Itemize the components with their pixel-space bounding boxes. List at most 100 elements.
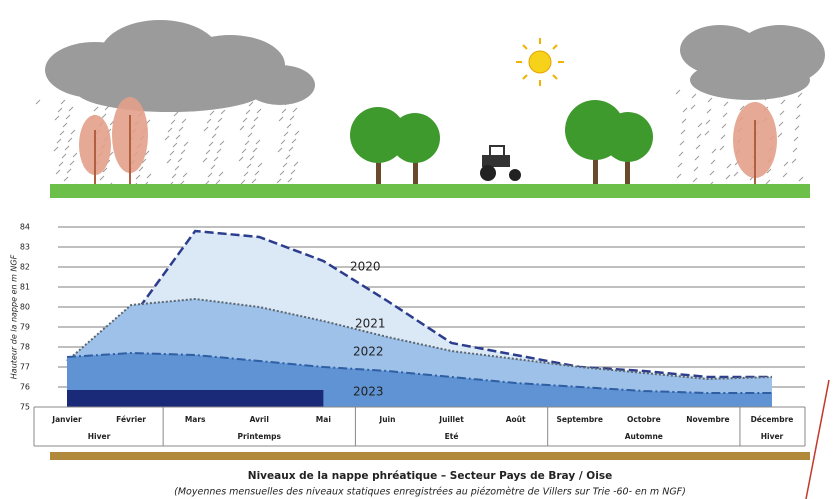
rain-drop (239, 125, 245, 131)
rain-drop (211, 133, 217, 139)
chart-title: Niveaux de la nappe phréatique – Secteur… (248, 470, 612, 482)
rain-drop (282, 162, 288, 168)
x-tick-label: Juillet (438, 415, 464, 424)
rain-drop (705, 119, 711, 125)
y-tick-label: 81 (20, 283, 30, 292)
rain-drop (782, 172, 788, 178)
rain-drop (167, 127, 173, 133)
rain-drop (725, 174, 731, 180)
rain-drop (215, 179, 221, 185)
x-tick-label: Février (116, 415, 146, 424)
ground (50, 184, 810, 198)
cloud-right (680, 25, 825, 100)
rain-drop (294, 130, 300, 136)
rain-drop (691, 93, 697, 99)
rain-drop (279, 170, 285, 176)
rain-drop (248, 101, 254, 107)
rain-drop (704, 130, 710, 136)
rain-drop (59, 130, 65, 136)
rain-drop (290, 169, 296, 175)
x-tick-label: Décembre (751, 415, 794, 424)
rain-drop (277, 147, 283, 153)
rain-drop (690, 104, 696, 110)
series-label: 2023 (353, 385, 384, 399)
rain-drop (726, 163, 732, 169)
rain-drop (794, 125, 800, 131)
rain-drop (249, 155, 255, 161)
rain-drop (245, 109, 251, 115)
rain-drop (244, 140, 250, 146)
rain-drop (35, 99, 41, 105)
rain-drop (283, 131, 289, 137)
rain-drop (70, 129, 76, 135)
rain-drop (146, 173, 152, 179)
rain-drop (719, 145, 725, 151)
rain-drop (697, 122, 703, 128)
y-tick-label: 79 (20, 323, 30, 332)
series-line (66, 229, 772, 379)
rain-drop (722, 112, 728, 118)
rain-drop (241, 148, 247, 154)
season-label: Hiver (88, 432, 111, 441)
rain-drop (723, 101, 729, 107)
rain-drop (53, 146, 59, 152)
rain-drop (766, 168, 772, 174)
plot: 75 76 77 78 79 80 81 82 83 84 2020 2021 2022 2023 Janv… (20, 223, 806, 447)
rain-drop (706, 108, 712, 114)
x-tick-label: Octobre (627, 415, 661, 424)
rain-drop (246, 163, 252, 169)
rain-drop (739, 105, 745, 111)
season-label: Hiver (761, 432, 784, 441)
x-tick-label: Mai (316, 415, 331, 424)
rain-drop (135, 174, 141, 180)
rain-drop (216, 148, 222, 154)
rain-drop (176, 103, 182, 109)
rain-drop (180, 149, 186, 155)
rain-drop (681, 118, 687, 124)
rain-drop (63, 176, 69, 182)
rain-drop (276, 178, 282, 184)
area-fill (67, 391, 324, 407)
rain-drop (679, 140, 685, 146)
x-tick-label: Avril (250, 415, 269, 424)
rain-drop (55, 169, 61, 175)
rain-drop (792, 147, 798, 153)
rain-drop (682, 107, 688, 113)
rain-drop (292, 107, 298, 113)
rain-drop (102, 167, 108, 173)
rain-drop (206, 118, 212, 124)
y-tick-label: 76 (20, 383, 30, 392)
rain-drop (141, 158, 147, 164)
rain-drop (101, 113, 107, 119)
rain-drop (182, 172, 188, 178)
series-label: 2021 (355, 317, 386, 331)
rain-drop (69, 160, 75, 166)
rain-drop (72, 152, 78, 158)
rain-drop (240, 179, 246, 185)
rain-drop (278, 116, 284, 122)
rain-drop (177, 157, 183, 163)
rain-drop (203, 126, 209, 132)
rain-drop (104, 105, 110, 111)
series-line (66, 351, 772, 394)
rain-drop (678, 151, 684, 157)
rain-drop (219, 140, 225, 146)
rain-drop (281, 108, 287, 114)
rain-drop (280, 139, 286, 145)
rain-drop (793, 136, 799, 142)
sun (516, 38, 564, 86)
rain-drop (247, 132, 253, 138)
rain-drop (209, 110, 215, 116)
rain-drop (217, 117, 223, 123)
rain-drop (178, 126, 184, 132)
rain-drop (181, 118, 187, 124)
rain-drop (675, 89, 681, 95)
rain-drop (207, 172, 213, 178)
rain-drop (796, 103, 802, 109)
rain-drop (174, 165, 180, 171)
rain-drop (169, 150, 175, 156)
x-tick-label: Juin (378, 415, 395, 424)
season-label: Eté (445, 432, 459, 441)
tractor (480, 145, 521, 181)
